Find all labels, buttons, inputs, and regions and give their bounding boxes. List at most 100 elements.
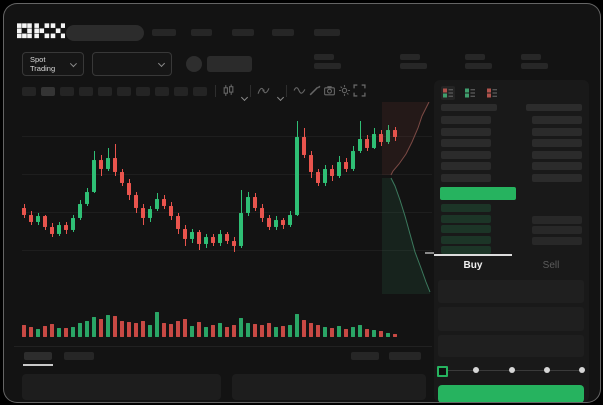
candlestick-chart[interactable] xyxy=(4,4,434,344)
fullscreen-icon[interactable] xyxy=(353,84,366,97)
tab-buy[interactable]: Buy xyxy=(463,260,483,271)
volume-bar xyxy=(393,334,397,337)
orderbook-last-price[interactable] xyxy=(440,187,516,200)
volume-bar xyxy=(169,324,173,337)
book-combined-icon[interactable] xyxy=(441,86,455,100)
order-form-input[interactable] xyxy=(438,280,584,303)
slider-stop[interactable] xyxy=(473,367,480,373)
timeframe-button[interactable] xyxy=(41,87,55,96)
volume-bar xyxy=(386,333,390,337)
orderbook-ask-amount-bar xyxy=(532,128,582,136)
slider-stop[interactable] xyxy=(543,367,550,373)
orderbook-bid-price-bar[interactable] xyxy=(441,225,491,233)
candle-body xyxy=(22,207,26,215)
wave-tool-icon[interactable] xyxy=(293,84,306,97)
candle-body xyxy=(36,216,40,222)
bottom-tab[interactable] xyxy=(64,352,94,360)
book-bids-icon[interactable] xyxy=(463,86,477,100)
volume-bar xyxy=(379,330,383,337)
candle-body xyxy=(155,198,159,210)
candle-body xyxy=(337,161,341,176)
candle-body xyxy=(78,204,82,219)
bottom-mini-action[interactable] xyxy=(351,352,379,360)
candle-body xyxy=(330,168,334,176)
volume-bar xyxy=(372,329,376,337)
candle-body xyxy=(99,160,103,169)
volume-bar xyxy=(78,322,82,337)
book-asks-icon[interactable] xyxy=(485,86,499,100)
volume-bar xyxy=(197,321,201,337)
candle-body xyxy=(267,218,271,227)
candle-body xyxy=(239,212,243,247)
candle-body xyxy=(57,225,61,234)
candle-wick xyxy=(359,121,361,153)
pair-price-placeholder xyxy=(207,56,252,72)
timeframe-button[interactable] xyxy=(22,87,36,96)
search-input[interactable] xyxy=(66,25,144,41)
indicators-icon[interactable] xyxy=(257,84,270,97)
candle-body xyxy=(85,191,89,204)
orderbook-bid-price-bar[interactable] xyxy=(441,246,491,254)
orderbook-bid-price-bar[interactable] xyxy=(441,215,491,223)
timeframe-button[interactable] xyxy=(193,87,207,96)
timeframe-button[interactable] xyxy=(174,87,188,96)
nav-item[interactable] xyxy=(314,29,340,36)
chart-style-icon[interactable] xyxy=(222,84,235,97)
timeframe-button[interactable] xyxy=(117,87,131,96)
timeframe-button[interactable] xyxy=(136,87,150,96)
candle-body xyxy=(169,205,173,217)
nav-item[interactable] xyxy=(152,29,176,36)
okx-logo xyxy=(17,23,65,39)
slider-stop[interactable] xyxy=(579,367,585,373)
timeframe-button[interactable] xyxy=(98,87,112,96)
toolbar-divider xyxy=(215,85,216,97)
orderbook-ask-price-bar[interactable] xyxy=(441,116,491,124)
depth-bids-area xyxy=(382,178,430,294)
stat-value-placeholder xyxy=(400,63,427,69)
camera-icon[interactable] xyxy=(323,84,336,97)
candle-body xyxy=(148,209,152,219)
tab-sell[interactable]: Sell xyxy=(542,260,560,271)
volume-bar xyxy=(120,320,124,337)
bottom-mini-action[interactable] xyxy=(389,352,421,360)
volume-bar xyxy=(43,326,47,337)
slider-stop[interactable] xyxy=(508,367,515,373)
order-form-input[interactable] xyxy=(438,307,584,331)
orderbook-ask-price-bar[interactable] xyxy=(441,139,491,147)
buy-submit-button[interactable] xyxy=(438,385,584,402)
candle-body xyxy=(274,219,278,227)
candle-body xyxy=(260,207,264,219)
timeframe-button[interactable] xyxy=(155,87,169,96)
depth-asks-line xyxy=(390,102,430,176)
order-form-input[interactable] xyxy=(438,335,584,357)
orderbook-ask-price-bar[interactable] xyxy=(441,151,491,159)
orderbook-ask-price-bar[interactable] xyxy=(441,162,491,170)
volume-bar xyxy=(106,314,110,337)
settings-icon[interactable] xyxy=(338,84,351,97)
orderbook-ask-price-bar[interactable] xyxy=(441,128,491,136)
orderbook-bid-price-bar[interactable] xyxy=(441,204,491,212)
nav-item[interactable] xyxy=(272,29,294,36)
orderbook-ask-amount-bar xyxy=(532,162,582,170)
candle-body xyxy=(225,233,229,241)
volume-bar xyxy=(358,325,362,337)
orderbook-bid-price-bar[interactable] xyxy=(441,236,491,244)
nav-item[interactable] xyxy=(191,29,212,36)
timeframe-button[interactable] xyxy=(79,87,93,96)
orderbook-ask-amount-bar xyxy=(532,139,582,147)
draw-tool-icon[interactable] xyxy=(308,84,321,97)
volume-bar xyxy=(316,325,320,337)
volume-bar xyxy=(162,322,166,337)
volume-bar xyxy=(267,323,271,337)
orderbook-ask-price-bar[interactable] xyxy=(441,174,491,182)
pair-dropdown[interactable] xyxy=(92,52,172,76)
nav-item[interactable] xyxy=(232,29,254,36)
bottom-tab-active[interactable] xyxy=(24,352,52,360)
timeframe-button[interactable] xyxy=(60,87,74,96)
candle-body xyxy=(183,228,187,240)
slider-handle[interactable] xyxy=(436,365,448,377)
candle-body xyxy=(71,218,75,231)
market-type-dropdown[interactable]: Spot Trading xyxy=(22,52,84,76)
volume-bar xyxy=(232,324,236,337)
